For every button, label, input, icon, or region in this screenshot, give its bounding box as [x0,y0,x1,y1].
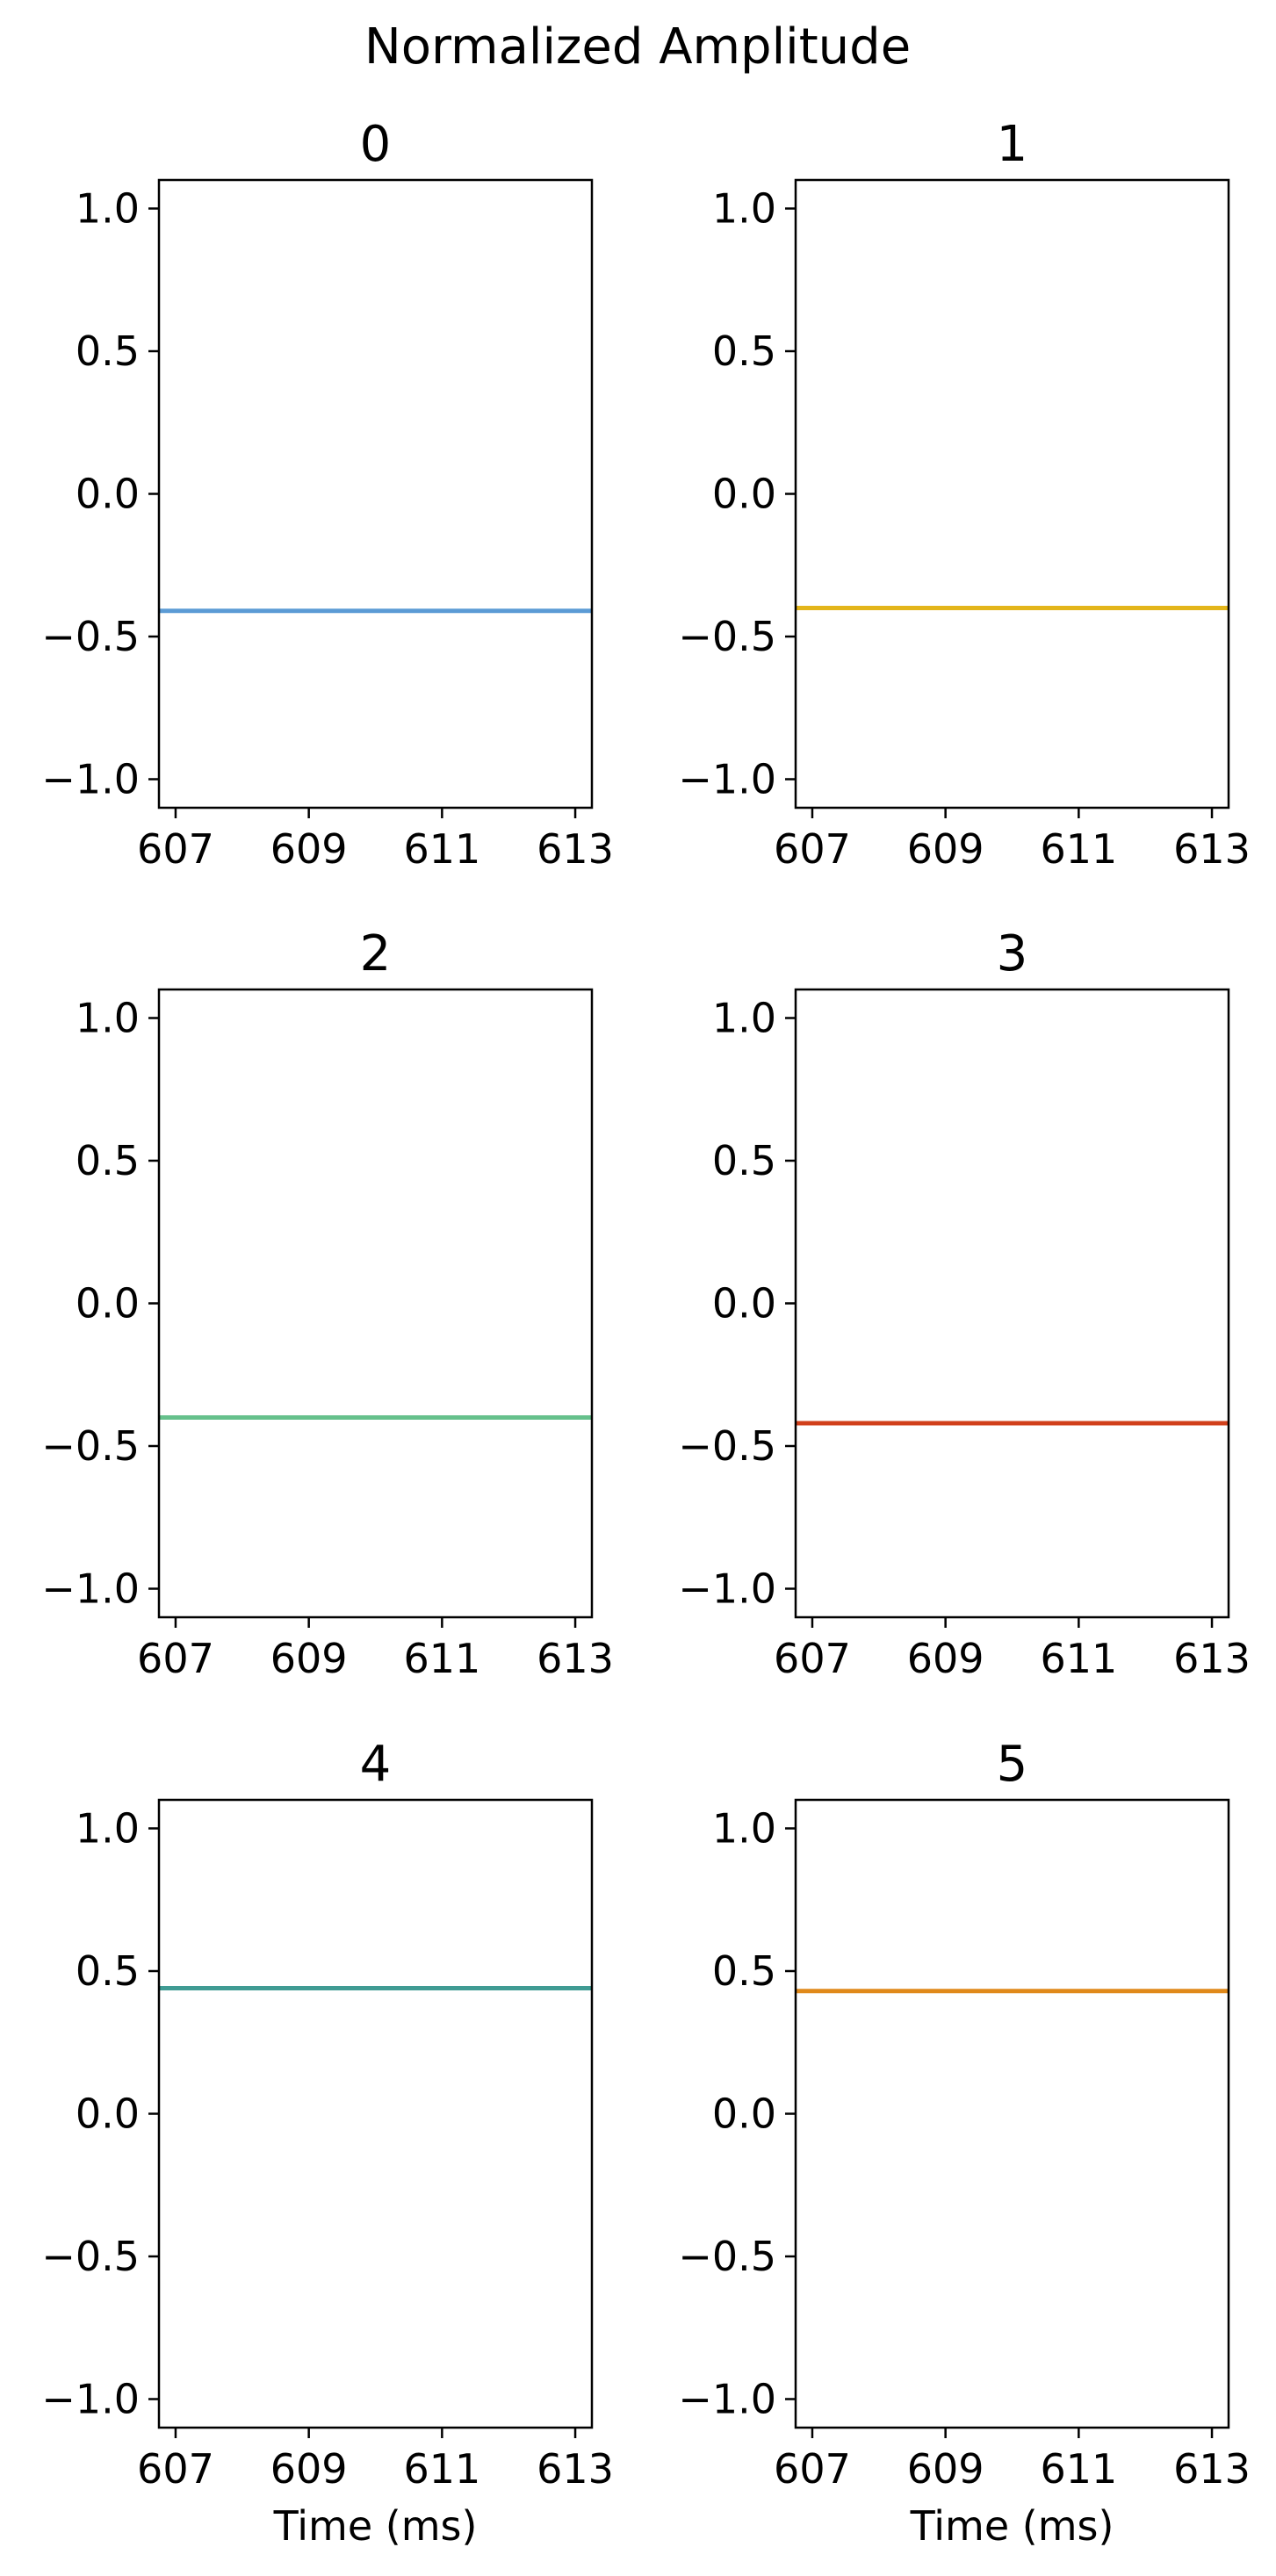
y-tick-label: −1.0 [41,2376,140,2423]
y-tick-label: 0.0 [712,2090,776,2138]
x-tick-label: 607 [137,1635,214,1682]
x-tick-label: 609 [270,1635,348,1682]
x-tick-label: 607 [137,2445,214,2493]
y-tick-label: 1.0 [712,185,776,233]
y-tick-label: −0.5 [678,2233,776,2280]
y-tick-label: −0.5 [678,613,776,660]
y-tick-label: 1.0 [712,995,776,1042]
panel-title: 2 [360,925,392,982]
panel-title: 1 [997,116,1028,173]
y-tick-label: −0.5 [41,2233,140,2280]
y-tick-label: 0.5 [76,327,140,375]
x-tick-label: 609 [270,2445,348,2493]
x-tick-label: 609 [907,2445,984,2493]
x-tick-label: 611 [403,825,480,873]
x-tick-label: 607 [774,1635,851,1682]
y-tick-label: 0.5 [712,1137,776,1184]
y-tick-label: 0.0 [712,1280,776,1328]
x-tick-label: 613 [537,1635,614,1682]
panel-title: 5 [997,1736,1028,1793]
x-tick-label: 613 [1173,1635,1251,1682]
panel-title: 0 [360,116,392,173]
y-tick-label: 0.5 [712,327,776,375]
y-tick-label: 1.0 [76,995,140,1042]
y-tick-label: 0.5 [712,1947,776,1995]
panel-0: 0 1.0 0.5 0.0 −0.5 −1.0 607 609 611 613 [41,116,614,873]
y-tick-label: 0.5 [76,1947,140,1995]
y-tick-label: −1.0 [678,2376,776,2423]
x-tick-label: 611 [403,1635,480,1682]
panel-2: 2 1.0 0.5 0.0 −0.5 −1.0 607 609 611 613 [41,925,614,1682]
panel-4: 4 1.0 0.5 0.0 −0.5 −1.0 607 609 611 613 Time (ms) [41,1736,614,2550]
x-tick-label: 613 [537,2445,614,2493]
x-axis-label: Time (ms) [273,2502,478,2550]
x-tick-label: 607 [137,825,214,873]
y-tick-label: 0.0 [712,471,776,518]
y-tick-label: 1.0 [76,185,140,233]
x-tick-label: 613 [1173,2445,1251,2493]
y-tick-label: −0.5 [41,1422,140,1470]
x-tick-label: 611 [1040,825,1117,873]
x-tick-label: 611 [1040,2445,1117,2493]
panel-3: 3 1.0 0.5 0.0 −0.5 −1.0 607 609 611 613 [678,925,1251,1682]
panel-title: 3 [997,925,1028,982]
panel-title: 4 [360,1736,392,1793]
x-tick-label: 607 [774,2445,851,2493]
panel-1: 1 1.0 0.5 0.0 −0.5 −1.0 607 609 611 613 [678,116,1251,873]
y-tick-label: −1.0 [41,1565,140,1613]
x-tick-label: 607 [774,825,851,873]
y-tick-label: −1.0 [678,1565,776,1613]
panel-5: 5 1.0 0.5 0.0 −0.5 −1.0 607 609 611 613 Time (ms) [678,1736,1251,2550]
y-tick-label: 1.0 [76,1805,140,1853]
y-tick-label: 0.0 [76,1280,140,1328]
y-tick-label: −0.5 [41,613,140,660]
y-tick-label: −1.0 [41,756,140,803]
y-tick-label: −0.5 [678,1422,776,1470]
x-tick-label: 611 [403,2445,480,2493]
y-tick-label: −1.0 [678,756,776,803]
x-tick-label: 609 [907,1635,984,1682]
chart-title: Normalized Amplitude [364,18,911,76]
x-tick-label: 613 [1173,825,1251,873]
x-axis-label: Time (ms) [910,2502,1114,2550]
x-tick-label: 613 [537,825,614,873]
panel-grid: 0 1.0 0.5 0.0 −0.5 −1.0 607 609 611 613 1 1.0 0.5 0.0… [41,116,1251,2550]
y-tick-label: 0.5 [76,1137,140,1184]
x-tick-label: 611 [1040,1635,1117,1682]
x-tick-label: 609 [907,825,984,873]
x-tick-label: 609 [270,825,348,873]
y-tick-label: 0.0 [76,471,140,518]
y-tick-label: 1.0 [712,1805,776,1853]
y-tick-label: 0.0 [76,2090,140,2138]
